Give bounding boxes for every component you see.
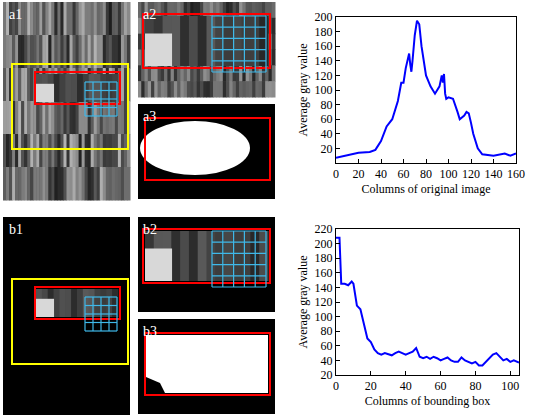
svg-text:140: 140 (315, 281, 333, 295)
svg-text:160: 160 (315, 39, 333, 53)
svg-text:60: 60 (435, 379, 447, 393)
svg-text:180: 180 (315, 251, 333, 265)
svg-text:40: 40 (321, 127, 333, 141)
svg-text:Columns of bounding box: Columns of bounding box (365, 394, 491, 408)
svg-text:100: 100 (501, 379, 519, 393)
svg-text:200: 200 (315, 237, 333, 251)
svg-text:60: 60 (321, 112, 333, 126)
svg-text:Average gray value: Average gray value (296, 255, 310, 348)
svg-text:200: 200 (315, 10, 333, 24)
svg-text:20: 20 (365, 379, 377, 393)
svg-text:160: 160 (507, 167, 525, 181)
svg-text:0: 0 (333, 379, 339, 393)
svg-text:a2: a2 (143, 7, 156, 22)
svg-text:40: 40 (321, 354, 333, 368)
svg-text:20: 20 (353, 167, 365, 181)
svg-text:160: 160 (315, 266, 333, 280)
svg-text:20: 20 (321, 142, 333, 156)
svg-text:140: 140 (485, 167, 503, 181)
svg-text:80: 80 (321, 98, 333, 112)
svg-text:Average gray value: Average gray value (296, 43, 310, 136)
svg-text:40: 40 (375, 167, 387, 181)
svg-text:a3: a3 (143, 109, 156, 124)
svg-text:b3: b3 (143, 324, 157, 339)
svg-text:b2: b2 (143, 222, 157, 237)
svg-text:60: 60 (398, 167, 410, 181)
svg-text:180: 180 (315, 25, 333, 39)
svg-text:120: 120 (462, 167, 480, 181)
svg-text:120: 120 (315, 69, 333, 83)
svg-text:220: 220 (315, 222, 333, 236)
svg-text:80: 80 (420, 167, 432, 181)
svg-text:80: 80 (321, 324, 333, 338)
svg-text:100: 100 (440, 167, 458, 181)
svg-text:40: 40 (400, 379, 412, 393)
svg-text:140: 140 (315, 54, 333, 68)
svg-text:80: 80 (469, 379, 481, 393)
svg-text:0: 0 (333, 167, 339, 181)
svg-text:60: 60 (321, 339, 333, 353)
svg-text:100: 100 (315, 83, 333, 97)
svg-text:b1: b1 (9, 222, 23, 237)
svg-text:120: 120 (315, 295, 333, 309)
svg-text:100: 100 (315, 310, 333, 324)
svg-text:a1: a1 (9, 7, 22, 22)
svg-text:20: 20 (321, 368, 333, 382)
svg-text:Columns of original image: Columns of original image (362, 182, 491, 196)
